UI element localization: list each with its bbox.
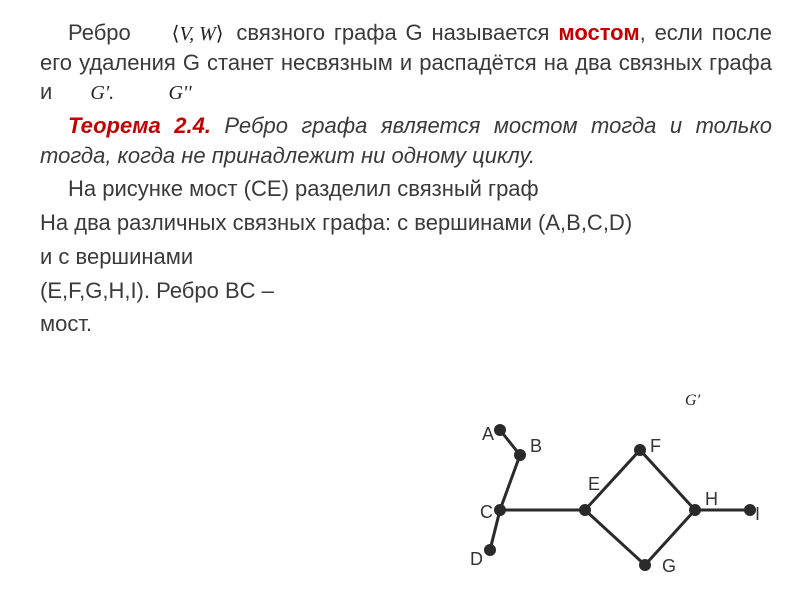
graph-diagram: A B C D E F G H I — [410, 410, 770, 590]
para-theorem: Теорема 2.4. Ребро графа является мостом… — [40, 111, 772, 170]
para-example-1: На рисунке мост (CE) разделил связный гр… — [40, 174, 772, 204]
para-example-4: (E,F,G,H,I). Ребро BC – — [40, 276, 772, 306]
graph-edge — [640, 450, 695, 510]
graph-edge — [585, 510, 645, 565]
formula-vw: V, W — [144, 21, 224, 48]
graph-node — [634, 444, 646, 456]
graph-node — [484, 544, 496, 556]
graph-node — [494, 504, 506, 516]
graph-node-label: H — [705, 489, 718, 509]
graph-node-label: F — [650, 436, 661, 456]
txt: Ребро — [68, 20, 140, 45]
graph-node-label: E — [588, 474, 600, 494]
txt: связного графа G называется — [236, 20, 558, 45]
graph-node — [579, 504, 591, 516]
graph-node-label: I — [755, 504, 760, 524]
graph-node — [639, 559, 651, 571]
formula-gpp: G'' — [140, 80, 191, 107]
graph-node-label: B — [530, 436, 542, 456]
slide-page: Ребро V, W связного графа G называется м… — [0, 0, 800, 600]
graph-node — [494, 424, 506, 436]
para-example-5: мост. — [40, 309, 772, 339]
graph-node-label: C — [480, 502, 493, 522]
formula-gp: G'. — [62, 80, 114, 107]
theorem-label: Теорема 2.4. — [68, 113, 211, 138]
graph-node — [689, 504, 701, 516]
graph-node — [514, 449, 526, 461]
para-example-3: и с вершинами — [40, 242, 772, 272]
gprime-annotation: G' — [685, 392, 700, 410]
graph-node-label: A — [482, 424, 494, 444]
para-example-2: На два различных связных графа: с вершин… — [40, 208, 772, 238]
graph-node-label: D — [470, 549, 483, 569]
para-definition: Ребро V, W связного графа G называется м… — [40, 18, 772, 107]
graph-svg: A B C D E F G H I — [410, 410, 770, 590]
graph-node-label: G — [662, 556, 676, 576]
graph-edge — [500, 455, 520, 510]
term-bridge: мостом — [558, 20, 639, 45]
